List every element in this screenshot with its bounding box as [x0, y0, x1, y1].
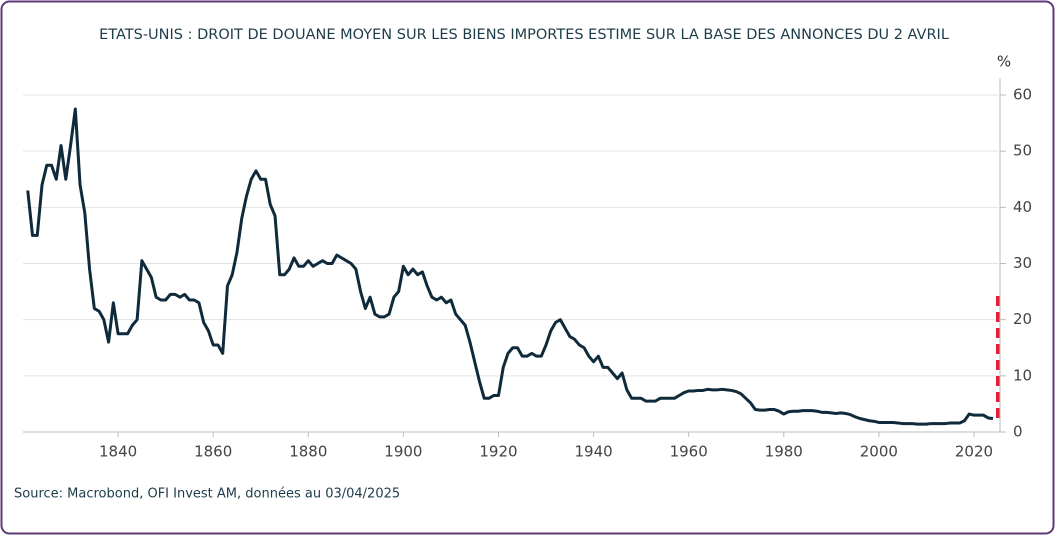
- y-tick-label: 0: [1013, 423, 1023, 441]
- y-tick-label: 30: [1013, 254, 1032, 272]
- series-line: [26, 107, 994, 426]
- x-tick-label: 1860: [194, 443, 232, 461]
- x-tick-label: 1920: [479, 443, 517, 461]
- x-tick-label: 1940: [574, 443, 612, 461]
- chart-title: ETATS-UNIS : DROIT DE DOUANE MOYEN SUR L…: [99, 27, 949, 43]
- x-tick-label: 1880: [289, 443, 327, 461]
- source-note: Source: Macrobond, OFI Invest AM, donnée…: [14, 487, 400, 502]
- y-tick-label: 50: [1013, 142, 1032, 160]
- x-tick-label: 1980: [765, 443, 803, 461]
- y-tick-label: 10: [1013, 366, 1032, 384]
- x-tick-label: 1960: [670, 443, 708, 461]
- y-unit: %: [997, 53, 1011, 71]
- x-tick-label: 2000: [860, 443, 898, 461]
- x-tick-label: 1840: [99, 443, 137, 461]
- y-tick-label: 60: [1013, 86, 1032, 104]
- x-tick-label: 1900: [384, 443, 422, 461]
- y-tick-label: 20: [1013, 310, 1032, 328]
- y-tick-label: 40: [1013, 198, 1032, 216]
- x-tick-label: 2020: [955, 443, 993, 461]
